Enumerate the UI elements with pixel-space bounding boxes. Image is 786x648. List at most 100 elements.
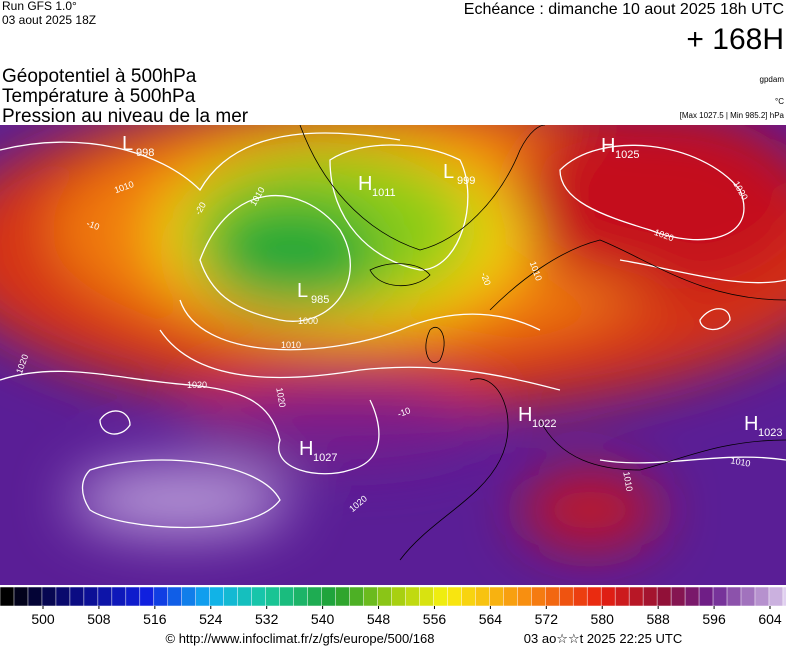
- title-line: Géopotentiel à 500hPa: [2, 66, 197, 87]
- colorbar-cell: [503, 586, 518, 607]
- pressure-center: L 998: [122, 133, 154, 159]
- colorbar-tick-label: 548: [367, 611, 391, 627]
- colorbar-cell: [349, 586, 365, 607]
- isobars: [0, 132, 786, 529]
- colorbar-cell: [251, 586, 267, 607]
- colorbar-cell: [195, 586, 211, 607]
- colorbar-tick-label: 500: [31, 611, 55, 627]
- pressure-center: H 1011: [358, 173, 396, 199]
- colorbar-cell: [768, 586, 784, 607]
- pressure-center: L 985: [297, 280, 329, 306]
- colorbar-cell: [558, 586, 574, 607]
- center-letter: H: [601, 135, 615, 157]
- colorbar-tick-label: 524: [199, 611, 223, 627]
- echeance: Echéance : dimanche 10 aout 2025 18h UTC: [464, 1, 784, 18]
- contour-label: -10: [85, 218, 101, 232]
- colorbar-cell: [419, 586, 434, 607]
- center-letter: L: [297, 280, 308, 302]
- title-line: Pression au niveau de la mer: [2, 106, 249, 127]
- center-value: 1023: [758, 427, 782, 439]
- colorbar-tick-label: 604: [758, 611, 782, 627]
- colorbar-cell: [572, 586, 588, 607]
- colorbar-cell: [41, 586, 57, 607]
- colorbar-cell: [265, 586, 281, 607]
- colorbar-cell: [447, 586, 462, 607]
- colorbar-cell: [335, 586, 351, 607]
- title-line: Température à 500hPa: [2, 86, 196, 107]
- colorbar-cell: [293, 586, 309, 607]
- colorbar-cell: [97, 586, 113, 607]
- contour-label: -10: [396, 405, 412, 419]
- run-date: 03 aout 2025 18Z: [2, 13, 96, 27]
- colorbar-cell: [712, 586, 728, 607]
- colorbar-tick-label: 572: [535, 611, 559, 627]
- colorbar-cell: [69, 586, 85, 607]
- colorbar-cell: [684, 586, 700, 607]
- colorbar-cell: [13, 586, 29, 607]
- footer-url: © http://www.infoclimat.fr/z/gfs/europe/…: [166, 631, 435, 646]
- colorbar-cell: [307, 586, 323, 607]
- map-field: [0, 125, 786, 585]
- colorbar-cell: [377, 586, 393, 607]
- colorbar-cell: [433, 586, 448, 607]
- colorbar-cell: [237, 586, 253, 607]
- coastlines: [299, 125, 786, 561]
- colorbar-cell: [391, 586, 406, 607]
- center-letter: H: [358, 173, 372, 195]
- colorbar-cell: [782, 586, 786, 607]
- colorbar-cell: [614, 586, 630, 607]
- colorbar-tick-label: 596: [702, 611, 726, 627]
- run-label: Run GFS 1.0°: [2, 0, 77, 13]
- colorbar-cell: [670, 586, 686, 607]
- center-letter: L: [443, 161, 454, 183]
- colorbar-cell: [83, 586, 99, 607]
- center-letter: L: [122, 133, 133, 155]
- colorbar-cell: [754, 586, 770, 607]
- pressure-center: L 999: [443, 161, 475, 187]
- colorbar-cell: [698, 586, 714, 607]
- colorbar-tick-label: 532: [255, 611, 279, 627]
- colorbar-cell: [139, 586, 155, 607]
- colorbar-cell: [167, 586, 183, 607]
- center-letter: H: [299, 438, 313, 460]
- center-value: 1025: [615, 149, 639, 161]
- colorbar-cell: [461, 586, 476, 607]
- lead-time: + 168H: [686, 23, 784, 56]
- colorbar-cell: [489, 586, 504, 607]
- pressure-center: H 1027: [299, 438, 337, 464]
- contour-label: 1010: [621, 471, 634, 492]
- colorbar-cell: [405, 586, 420, 607]
- center-value: 1027: [313, 452, 337, 464]
- colorbar-cell: [475, 586, 490, 607]
- center-value: 998: [136, 147, 154, 159]
- colorbar-cell: [321, 586, 337, 607]
- colorbar-cell: [55, 586, 71, 607]
- pressure-center: H 1025: [601, 135, 639, 161]
- colorbar-cell: [628, 586, 644, 607]
- center-value: 1022: [532, 418, 556, 430]
- colorbar-tick-label: 516: [143, 611, 167, 627]
- colorbar-cell: [363, 586, 379, 607]
- colorbar-cell: [726, 586, 742, 607]
- colorbar-cell: [0, 586, 15, 607]
- contour-label: 1010: [281, 340, 301, 350]
- footer-timestamp: 03 ao☆☆t 2025 22:25 UTC: [524, 631, 682, 646]
- center-value: 985: [311, 294, 329, 306]
- colorbar-cell: [642, 586, 658, 607]
- colorbar-cell: [656, 586, 672, 607]
- colorbar-cell: [740, 586, 756, 607]
- unit-label: [Max 1027.5 | Min 985.2] hPa: [680, 111, 785, 120]
- colorbar-cell: [125, 586, 141, 607]
- pressure-center: H 1022: [518, 404, 556, 430]
- colorbar-cell: [153, 586, 169, 607]
- center-letter: H: [518, 404, 532, 426]
- contour-label: 1020: [187, 380, 207, 390]
- colorbar-cell: [209, 586, 225, 607]
- contour-label: -20: [479, 271, 493, 287]
- contour-label: 1010: [730, 455, 751, 468]
- contour-label: 1000: [298, 316, 318, 326]
- center-value: 999: [457, 175, 475, 187]
- colorbar-cell: [181, 586, 197, 607]
- center-letter: H: [744, 413, 758, 435]
